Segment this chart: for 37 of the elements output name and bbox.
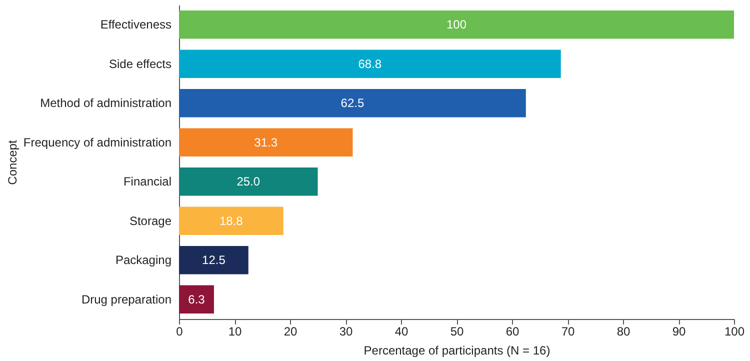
x-tick-label: 40 [394,324,408,338]
x-tick-label: 30 [339,324,353,338]
data-label: 68.8 [358,56,382,71]
data-label: 18.8 [219,214,244,228]
x-tick-label: 90 [672,324,686,338]
x-tick-label: 0 [176,324,184,338]
y-tick-label: Method of administration [40,96,172,110]
y-tick-label: Storage [129,214,172,228]
bar [179,50,561,78]
bar [179,88,526,118]
x-tick-label: 20 [284,324,298,338]
x-tick-label: 10 [228,324,242,338]
x-tick-label: 50 [450,324,464,338]
y-tick-label: Side effects [109,56,172,71]
data-label: 31.3 [254,135,278,150]
bar [179,246,248,274]
bar [179,206,284,236]
y-tick-label: Financial [123,174,172,189]
y-axis-title: Concept [5,139,20,185]
y-tick-label: Packaging [115,253,172,268]
x-tick-label: 100 [724,324,745,338]
bar [179,285,214,314]
y-tick-label: Effectiveness [100,18,172,32]
data-label: 6.3 [188,292,206,306]
data-label: 12.5 [202,253,226,268]
bar [179,128,353,157]
x-tick-label: 60 [506,324,520,338]
data-label: 100 [446,18,467,32]
x-tick-label: 80 [616,324,630,338]
y-tick-label: Drug preparation [81,292,172,306]
y-tick-label: Frequency of administration [23,135,172,150]
data-label: 62.5 [340,96,364,110]
data-label: 25.0 [236,174,260,189]
bar [179,10,734,39]
x-tick-label: 70 [561,324,575,338]
bar [179,167,318,196]
x-axis-title: Percentage of participants (N = 16) [364,344,550,358]
